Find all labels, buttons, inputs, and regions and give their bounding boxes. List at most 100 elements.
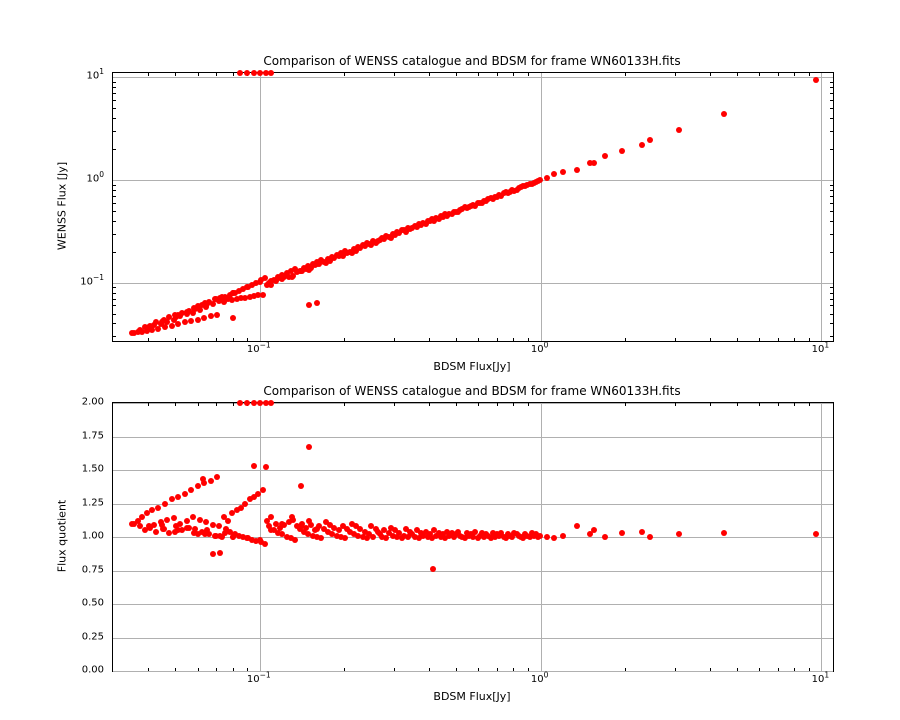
y-tick-label: 100 xyxy=(86,173,104,184)
bottom-y-axis-label: Flux quotient xyxy=(56,500,69,572)
data-point xyxy=(257,537,263,543)
y-minor-tick xyxy=(113,314,116,315)
y-minor-tick xyxy=(830,87,833,88)
x-minor-tick xyxy=(625,403,626,406)
x-minor-tick xyxy=(394,73,395,76)
data-point xyxy=(268,278,274,284)
x-minor-tick xyxy=(737,73,738,76)
data-point xyxy=(619,530,625,536)
grid-horizontal xyxy=(113,437,833,438)
x-minor-tick xyxy=(216,338,217,341)
y-minor-tick xyxy=(830,336,833,337)
x-minor-tick xyxy=(528,338,529,341)
y-minor-tick xyxy=(113,87,116,88)
x-minor-tick xyxy=(175,668,176,671)
x-minor-tick xyxy=(710,668,711,671)
data-point xyxy=(268,400,274,406)
y-minor-tick xyxy=(113,203,116,204)
y-tick-label: 1.50 xyxy=(82,464,104,475)
y-minor-tick xyxy=(113,305,116,306)
data-point xyxy=(201,315,207,321)
data-point xyxy=(383,535,389,541)
data-point xyxy=(195,317,201,323)
data-point xyxy=(551,171,557,177)
data-point xyxy=(306,302,312,308)
y-minor-tick xyxy=(830,93,833,94)
x-minor-tick xyxy=(344,668,345,671)
x-minor-tick xyxy=(394,338,395,341)
x-minor-tick xyxy=(478,403,479,406)
data-point xyxy=(213,296,219,302)
x-minor-tick xyxy=(710,73,711,76)
data-point xyxy=(169,496,175,502)
data-point xyxy=(151,522,157,528)
y-minor-tick xyxy=(830,118,833,119)
data-point xyxy=(177,521,183,527)
x-minor-tick xyxy=(710,403,711,406)
y-minor-tick xyxy=(830,299,833,300)
y-minor-tick xyxy=(113,185,116,186)
data-point xyxy=(551,535,557,541)
data-point xyxy=(213,533,219,539)
x-minor-tick xyxy=(148,338,149,341)
data-point xyxy=(279,276,285,282)
y-tick-label: 1.00 xyxy=(82,531,104,542)
y-tick-label: 0.00 xyxy=(82,665,104,676)
data-point xyxy=(159,319,165,325)
y-minor-tick xyxy=(830,108,833,109)
x-tick-label: 10−1 xyxy=(247,344,271,355)
y-tick-label: 0.50 xyxy=(82,598,104,609)
data-point xyxy=(560,169,566,175)
data-point xyxy=(204,527,210,533)
data-point xyxy=(222,294,228,300)
data-point xyxy=(639,529,645,535)
data-point xyxy=(131,330,137,336)
x-minor-tick xyxy=(737,403,738,406)
y-tick-label: 1.25 xyxy=(82,497,104,508)
data-point xyxy=(260,487,266,493)
data-point xyxy=(210,551,216,557)
data-point xyxy=(204,301,210,307)
grid-horizontal xyxy=(113,571,833,572)
data-point xyxy=(214,474,220,480)
x-minor-tick xyxy=(513,73,514,76)
data-point xyxy=(647,534,653,540)
x-tick-label: 101 xyxy=(812,344,830,355)
data-point xyxy=(169,323,175,329)
y-minor-tick xyxy=(113,252,116,253)
data-point xyxy=(172,312,178,318)
y-minor-tick xyxy=(830,131,833,132)
data-point xyxy=(131,521,137,527)
x-minor-tick xyxy=(794,668,795,671)
data-point xyxy=(217,550,223,556)
data-point xyxy=(222,530,228,536)
x-minor-tick xyxy=(625,73,626,76)
data-point xyxy=(574,167,580,173)
x-minor-tick xyxy=(429,403,430,406)
data-point xyxy=(342,535,348,541)
data-point xyxy=(676,127,682,133)
figure: Comparison of WENSS catalogue and BDSM f… xyxy=(0,0,900,720)
data-point xyxy=(184,518,190,524)
y-minor-tick xyxy=(830,234,833,235)
data-point xyxy=(182,319,188,325)
data-point xyxy=(574,523,580,529)
y-minor-tick xyxy=(113,93,116,94)
y-minor-tick xyxy=(113,336,116,337)
data-point xyxy=(195,531,201,537)
y-tick-label: 0.25 xyxy=(82,631,104,642)
x-minor-tick xyxy=(778,668,779,671)
data-point xyxy=(230,315,236,321)
data-point xyxy=(289,514,295,520)
y-minor-tick xyxy=(830,293,833,294)
data-point xyxy=(162,501,168,507)
data-point xyxy=(190,514,196,520)
y-minor-tick xyxy=(113,234,116,235)
grid-vertical xyxy=(541,73,542,341)
x-minor-tick xyxy=(513,668,514,671)
data-point xyxy=(208,313,214,319)
x-minor-tick xyxy=(233,403,234,406)
x-minor-tick xyxy=(148,73,149,76)
data-point xyxy=(544,534,550,540)
data-point xyxy=(676,531,682,537)
